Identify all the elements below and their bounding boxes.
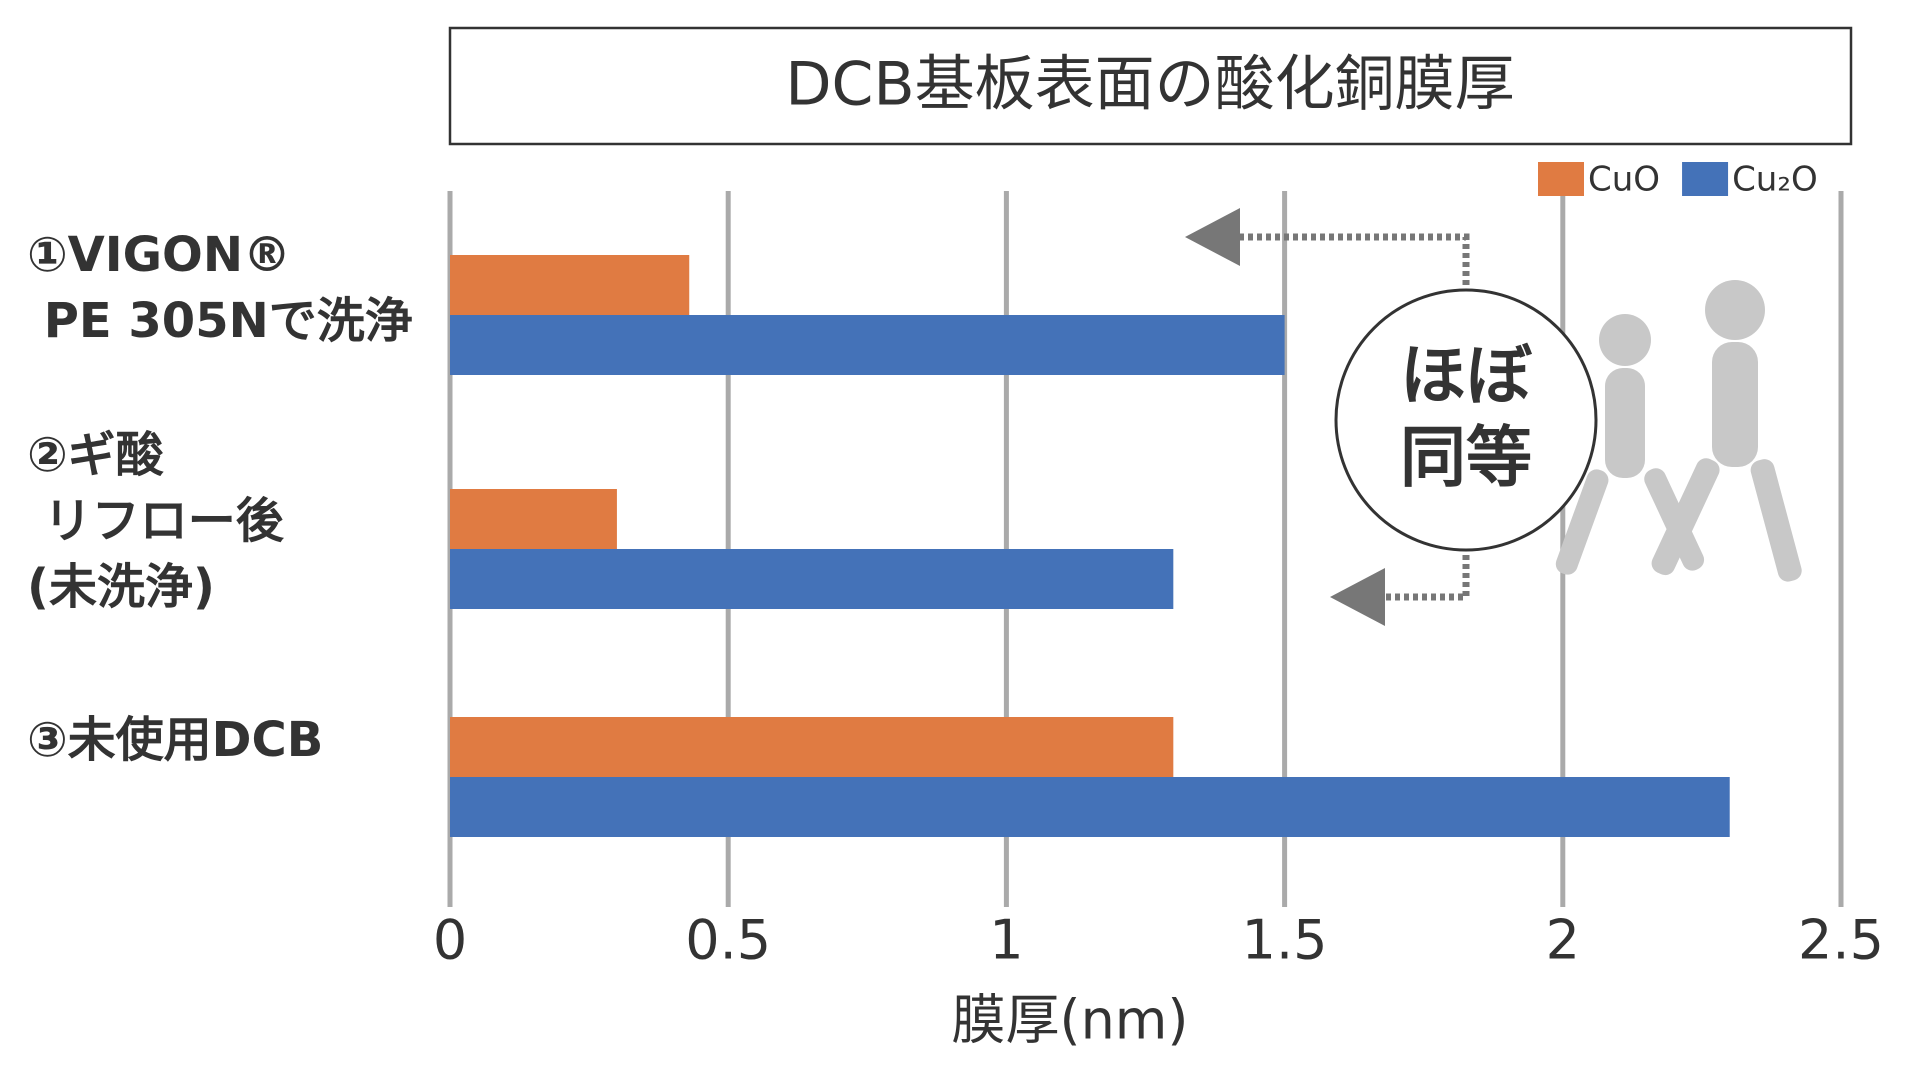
x-tick-label: 2	[1546, 909, 1580, 972]
legend-swatch	[1682, 162, 1729, 196]
y-tick-label: ①VIGON® PE 305Nで洗浄	[27, 227, 413, 349]
runner-figures	[1555, 280, 1802, 582]
bar	[450, 717, 1174, 777]
annotation: ほぼ 同等	[1400, 337, 1532, 496]
bar	[450, 315, 1285, 375]
bar	[450, 255, 690, 315]
bar	[450, 489, 617, 549]
legend-label: CuO	[1588, 160, 1660, 200]
annotation-graphics	[1185, 208, 1802, 626]
x-tick-label: 0	[433, 909, 467, 972]
arrow-head	[1185, 208, 1240, 266]
annotation-circle	[1334, 288, 1598, 552]
x-axis-title: 膜厚(nm)	[952, 989, 1189, 1052]
arrow-line	[1240, 233, 1470, 285]
y-tick-label: ②ギ酸 リフロー後 (未洗浄)	[27, 427, 284, 615]
x-tick-label: 2.5	[1798, 909, 1884, 972]
x-tick-label: 1	[989, 909, 1023, 972]
y-tick-label: ③未使用DCB	[27, 712, 324, 768]
x-tick-label: 0.5	[685, 909, 771, 972]
chart-title: DCB基板表面の酸化銅膜厚	[785, 50, 1514, 120]
title-box	[448, 26, 1853, 146]
arrow-line	[1385, 555, 1470, 601]
legend-swatch	[1538, 162, 1584, 196]
arrow-head	[1330, 568, 1385, 626]
bar	[450, 777, 1730, 837]
x-tick-label: 1.5	[1242, 909, 1328, 972]
legend-label: Cu₂O	[1732, 160, 1818, 200]
bar	[450, 549, 1174, 609]
